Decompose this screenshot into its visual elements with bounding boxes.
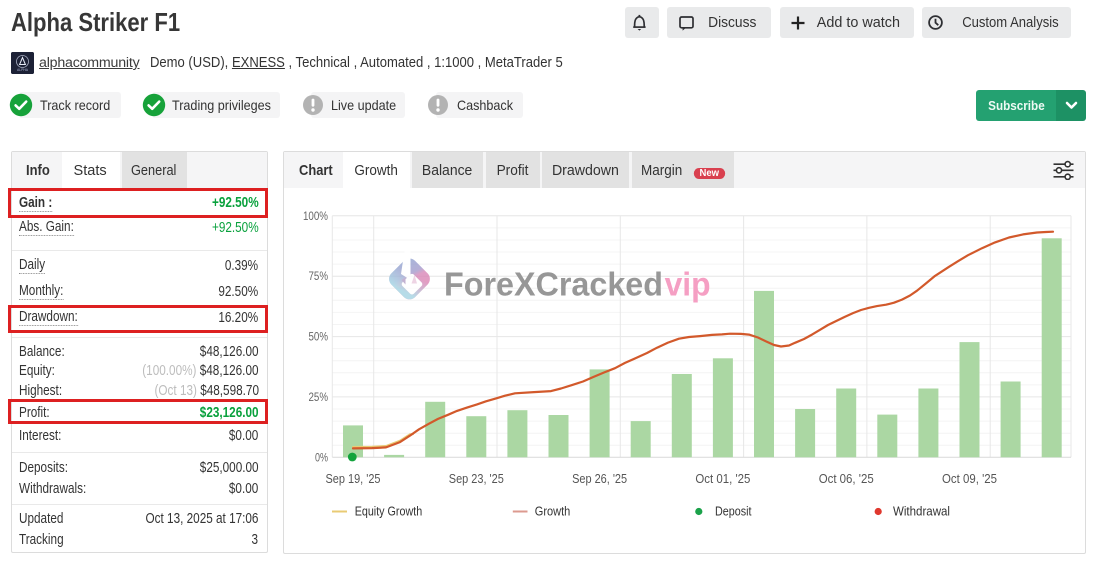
svg-text:25%: 25%: [309, 392, 329, 404]
svg-text:Oct 01, '25: Oct 01, '25: [695, 472, 750, 486]
svg-text:Withdrawal: Withdrawal: [893, 505, 950, 519]
svg-text:0%: 0%: [315, 452, 328, 464]
svg-text:Deposit: Deposit: [715, 505, 752, 519]
svg-text:Growth: Growth: [535, 505, 571, 519]
svg-text:Oct 06, '25: Oct 06, '25: [819, 472, 874, 486]
svg-text:50%: 50%: [309, 332, 329, 344]
svg-text:ALPHA: ALPHA: [16, 68, 28, 72]
svg-text:vip: vip: [665, 267, 711, 304]
svg-text:Sep 19, '25: Sep 19, '25: [326, 472, 381, 486]
svg-text:75%: 75%: [309, 271, 329, 283]
svg-text:100%: 100%: [303, 211, 328, 223]
svg-text:Equity Growth: Equity Growth: [355, 505, 423, 519]
svg-text:Sep 23, '25: Sep 23, '25: [449, 472, 504, 486]
svg-text:Sep 26, '25: Sep 26, '25: [572, 472, 627, 486]
svg-text:ForeXCracked: ForeXCracked: [444, 267, 663, 304]
svg-text:Oct 09, '25: Oct 09, '25: [942, 472, 997, 486]
